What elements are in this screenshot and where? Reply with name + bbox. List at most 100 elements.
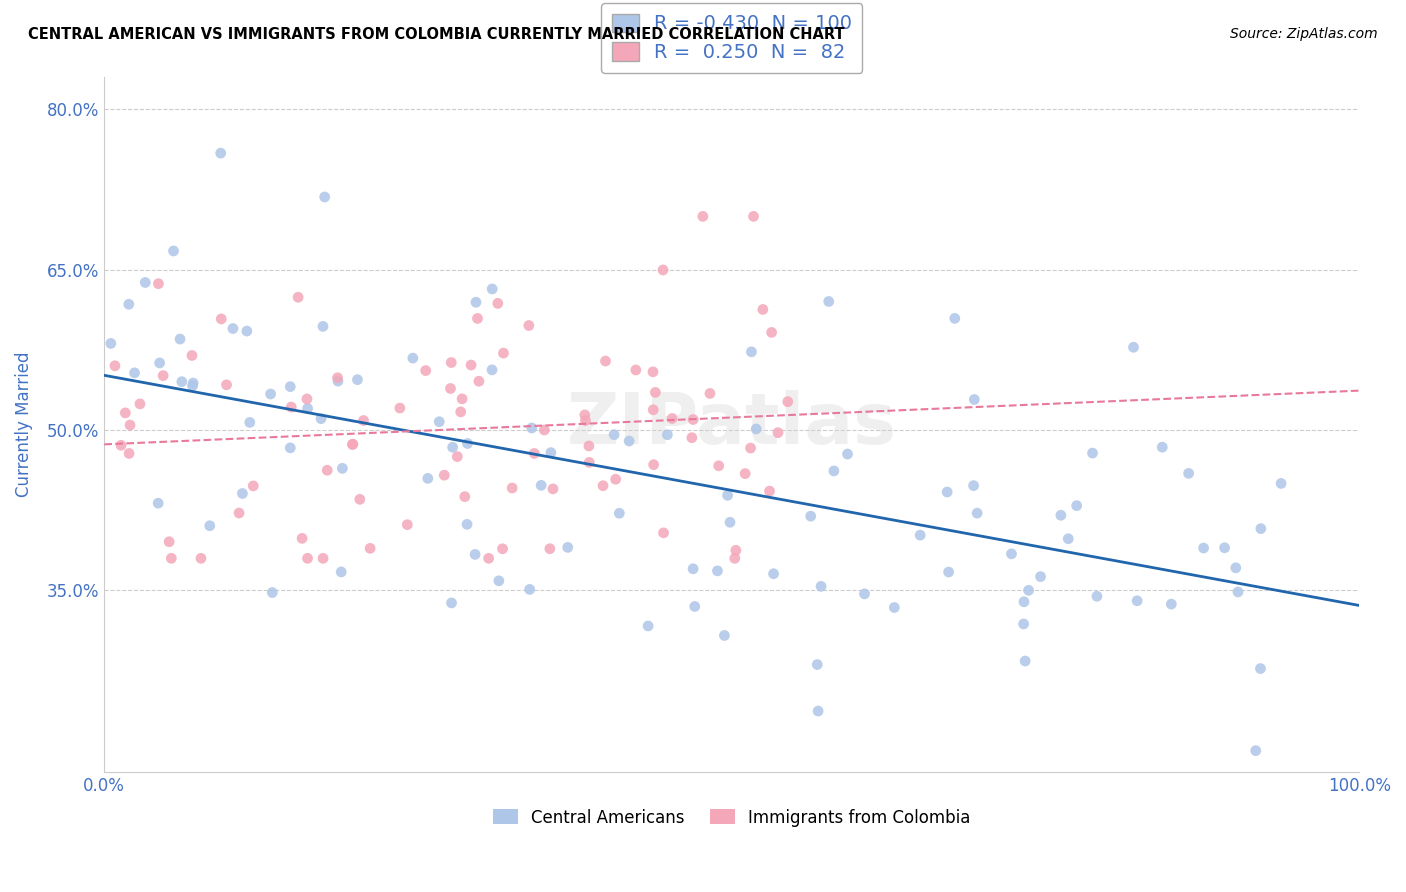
Point [1018,583,1040,598]
Point [592,479,614,493]
Point [236,324,259,338]
Point [349,492,371,507]
Point [169,332,191,346]
Point [467,311,489,326]
Point [415,363,437,377]
Point [837,447,859,461]
Point [259,387,281,401]
Point [557,541,579,555]
Point [433,468,456,483]
Point [644,385,666,400]
Point [578,439,600,453]
Point [460,358,482,372]
Point [222,321,245,335]
Point [1012,595,1035,609]
Point [806,657,828,672]
Text: Source: ZipAtlas.com: Source: ZipAtlas.com [1230,27,1378,41]
Point [330,565,353,579]
Point [162,244,184,258]
Point [817,294,839,309]
Point [148,277,170,291]
Point [359,541,381,556]
Point [823,464,845,478]
Point [523,446,546,460]
Legend: Central Americans, Immigrants from Colombia: Central Americans, Immigrants from Colom… [486,802,977,833]
Point [129,397,152,411]
Point [1213,541,1236,555]
Point [762,566,785,581]
Point [637,619,659,633]
Point [295,392,318,406]
Point [520,421,543,435]
Point [1226,585,1249,599]
Point [1192,541,1215,555]
Point [1126,594,1149,608]
Point [287,290,309,304]
Point [766,425,789,440]
Point [641,365,664,379]
Point [540,445,562,459]
Point [134,276,156,290]
Point [446,450,468,464]
Point [1081,446,1104,460]
Point [152,368,174,383]
Point [396,517,419,532]
Point [388,401,411,415]
Point [402,351,425,365]
Point [541,482,564,496]
Point [451,392,474,406]
Point [938,565,960,579]
Point [149,356,172,370]
Point [190,551,212,566]
Point [607,506,630,520]
Point [312,551,335,566]
Point [416,471,439,485]
Point [681,431,703,445]
Point [538,541,561,556]
Point [291,532,314,546]
Point [807,704,830,718]
Point [1244,744,1267,758]
Point [280,400,302,414]
Point [963,392,986,407]
Point [883,600,905,615]
Point [624,363,647,377]
Point [326,374,349,388]
Point [1152,440,1174,454]
Point [605,472,627,486]
Point [1249,662,1271,676]
Point [707,458,730,473]
Point [962,478,984,492]
Point [943,311,966,326]
Point [486,296,509,310]
Point [118,297,141,311]
Point [657,427,679,442]
Point [478,551,501,566]
Point [519,582,541,597]
Point [262,585,284,599]
Point [441,440,464,454]
Point [652,525,675,540]
Point [853,587,876,601]
Point [314,190,336,204]
Point [761,326,783,340]
Point [346,373,368,387]
Point [1029,569,1052,583]
Point [706,564,728,578]
Point [1160,597,1182,611]
Point [124,366,146,380]
Point [353,413,375,427]
Point [718,516,741,530]
Point [181,349,204,363]
Y-axis label: Currently Married: Currently Married [15,352,32,498]
Point [439,382,461,396]
Point [1050,508,1073,523]
Point [198,518,221,533]
Point [758,484,780,499]
Point [242,479,264,493]
Point [454,490,477,504]
Point [297,401,319,416]
Point [682,562,704,576]
Point [1014,654,1036,668]
Point [574,408,596,422]
